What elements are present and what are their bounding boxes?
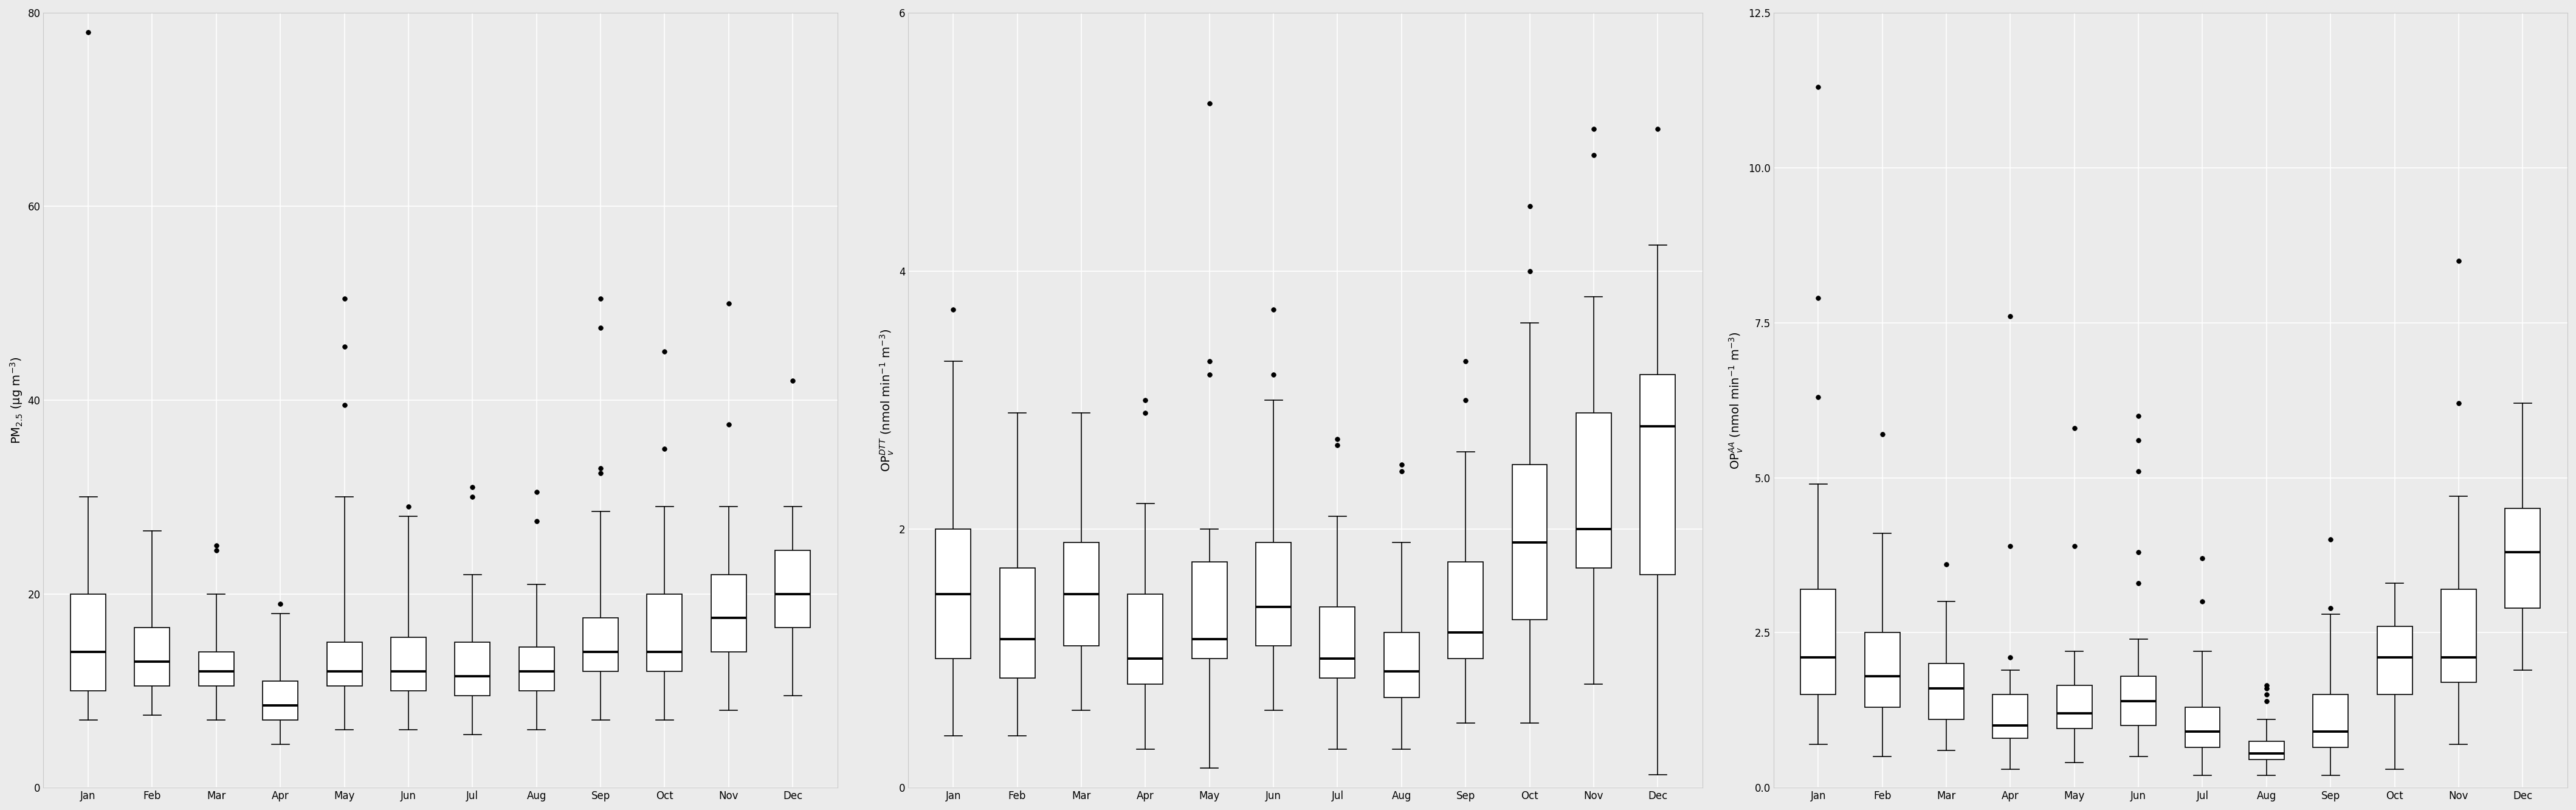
Bar [392, 637, 425, 691]
Bar [1064, 542, 1100, 646]
Bar [775, 550, 811, 628]
Bar [1641, 374, 1674, 574]
Bar [1512, 465, 1548, 620]
Bar [582, 618, 618, 671]
Bar [1801, 589, 1837, 695]
Bar [1319, 607, 1355, 678]
Bar [1128, 594, 1162, 684]
Bar [2442, 589, 2476, 682]
Bar [1929, 663, 1963, 719]
Bar [134, 628, 170, 686]
Bar [70, 594, 106, 691]
Bar [518, 647, 554, 691]
Bar [2056, 685, 2092, 729]
Bar [2378, 626, 2411, 695]
Bar [1577, 413, 1610, 568]
Bar [1383, 633, 1419, 697]
Bar [711, 574, 747, 652]
Bar [2184, 707, 2221, 748]
Bar [1994, 695, 2027, 738]
Y-axis label: OP$_v^{AA}$ (nmol min$^{-1}$ m$^{-3}$): OP$_v^{AA}$ (nmol min$^{-1}$ m$^{-3}$) [1728, 331, 1744, 469]
Bar [327, 642, 363, 686]
Bar [1193, 561, 1226, 659]
Bar [2504, 509, 2540, 608]
Y-axis label: PM$_{2.5}$ (μg m$^{-3}$): PM$_{2.5}$ (μg m$^{-3}$) [8, 356, 23, 444]
Bar [2313, 695, 2349, 748]
Bar [198, 652, 234, 686]
Bar [1257, 542, 1291, 646]
Bar [2120, 676, 2156, 726]
Bar [1448, 561, 1484, 659]
Bar [263, 681, 299, 720]
Bar [1865, 633, 1901, 707]
Bar [456, 642, 489, 696]
Bar [999, 568, 1036, 678]
Bar [2249, 741, 2285, 760]
Y-axis label: OP$_v^{DTT}$ (nmol min$^{-1}$ m$^{-3}$): OP$_v^{DTT}$ (nmol min$^{-1}$ m$^{-3}$) [878, 329, 896, 471]
Bar [647, 594, 683, 671]
Bar [935, 530, 971, 659]
